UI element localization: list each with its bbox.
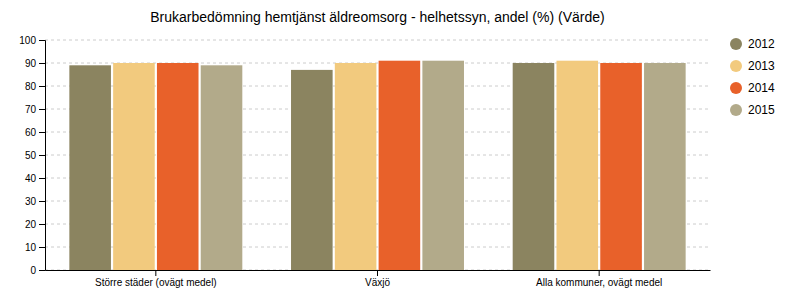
bar [69,65,111,270]
bar [600,63,642,270]
plot: 0 10 20 30 40 50 60 70 80 90 100 Större städer (ovä… [19,35,710,288]
y-tick-label: 60 [25,127,37,138]
title: Brukarbedömning hemtjänst äldreomsorg - … [150,9,604,25]
grid [45,40,710,270]
y-tick-mark [39,132,45,133]
x-tick-label: Växjö [365,277,390,288]
y-tick-mark [39,40,45,41]
bars [69,61,685,270]
bar [513,63,555,270]
y-tick-mark [39,247,45,248]
x-tick-label: Större städer (ovägt medel) [95,277,217,288]
x-axis: Större städer (ovägt medel) Växjö Alla kom… [46,270,711,288]
y-tick: 60 [25,127,45,138]
y-tick-label: 80 [25,81,37,92]
y-tick: 90 [25,58,45,69]
legend-item: 2014 [730,81,775,95]
bar-series [113,61,598,270]
y-tick-mark [39,201,45,202]
bar-series [69,63,554,270]
bar [379,61,421,270]
y-tick-label: 40 [25,173,37,184]
legend-item: 2015 [730,103,775,117]
legend-swatch [730,38,742,50]
y-tick-mark [39,109,45,110]
legend-swatch [730,60,742,72]
bar [422,61,464,270]
y-tick-label: 20 [25,219,37,230]
x-tick-label: Alla kommuner, ovägt medel [536,277,662,288]
y-axis: 0 10 20 30 40 50 60 70 80 90 100 [19,35,45,276]
x-tick: Större städer (ovägt medel) [95,270,217,288]
legend: 2012 2013 2014 2015 [730,37,775,117]
y-tick-mark [39,63,45,64]
y-tick-label: 30 [25,196,37,207]
chart: 0 10 20 30 40 50 60 70 80 90 100 Större städer (ovä… [0,0,800,300]
y-tick-mark [39,155,45,156]
y-tick: 100 [19,35,45,46]
x-tick-mark [377,270,378,276]
bar [644,63,686,270]
y-axis-line [39,41,46,271]
y-tick-label: 100 [19,35,36,46]
bar [335,63,377,270]
legend-label: 2014 [748,81,775,95]
legend-swatch [730,104,742,116]
y-tick-mark [39,86,45,87]
bar-series [157,61,642,270]
grid-line [45,40,710,41]
y-tick-mark [39,178,45,179]
bar-series [201,61,686,270]
bar [157,63,199,270]
y-tick: 20 [25,219,45,230]
y-tick: 50 [25,150,45,161]
y-tick-label: 50 [25,150,37,161]
bar [201,65,243,270]
bar [556,61,598,270]
x-tick: Växjö [365,270,390,288]
legend-label: 2012 [748,37,775,51]
y-tick: 10 [25,242,45,253]
y-tick: 40 [25,173,45,184]
x-tick-mark [599,270,600,276]
bar [113,63,155,270]
legend-item: 2013 [730,59,775,73]
x-tick: Alla kommuner, ovägt medel [536,270,662,288]
legend-label: 2015 [748,103,775,117]
y-tick: 80 [25,81,45,92]
y-tick-mark [39,224,45,225]
x-tick-mark [155,270,156,276]
y-tick: 30 [25,196,45,207]
legend-swatch [730,82,742,94]
legend-item: 2012 [730,37,775,51]
legend-label: 2013 [748,59,775,73]
y-tick-label: 0 [30,265,36,276]
y-tick-label: 70 [25,104,37,115]
y-tick: 0 [30,265,45,276]
y-tick: 70 [25,104,45,115]
y-tick-label: 10 [25,242,37,253]
y-tick-label: 90 [25,58,37,69]
bar [291,70,333,270]
y-tick-mark [39,270,45,271]
